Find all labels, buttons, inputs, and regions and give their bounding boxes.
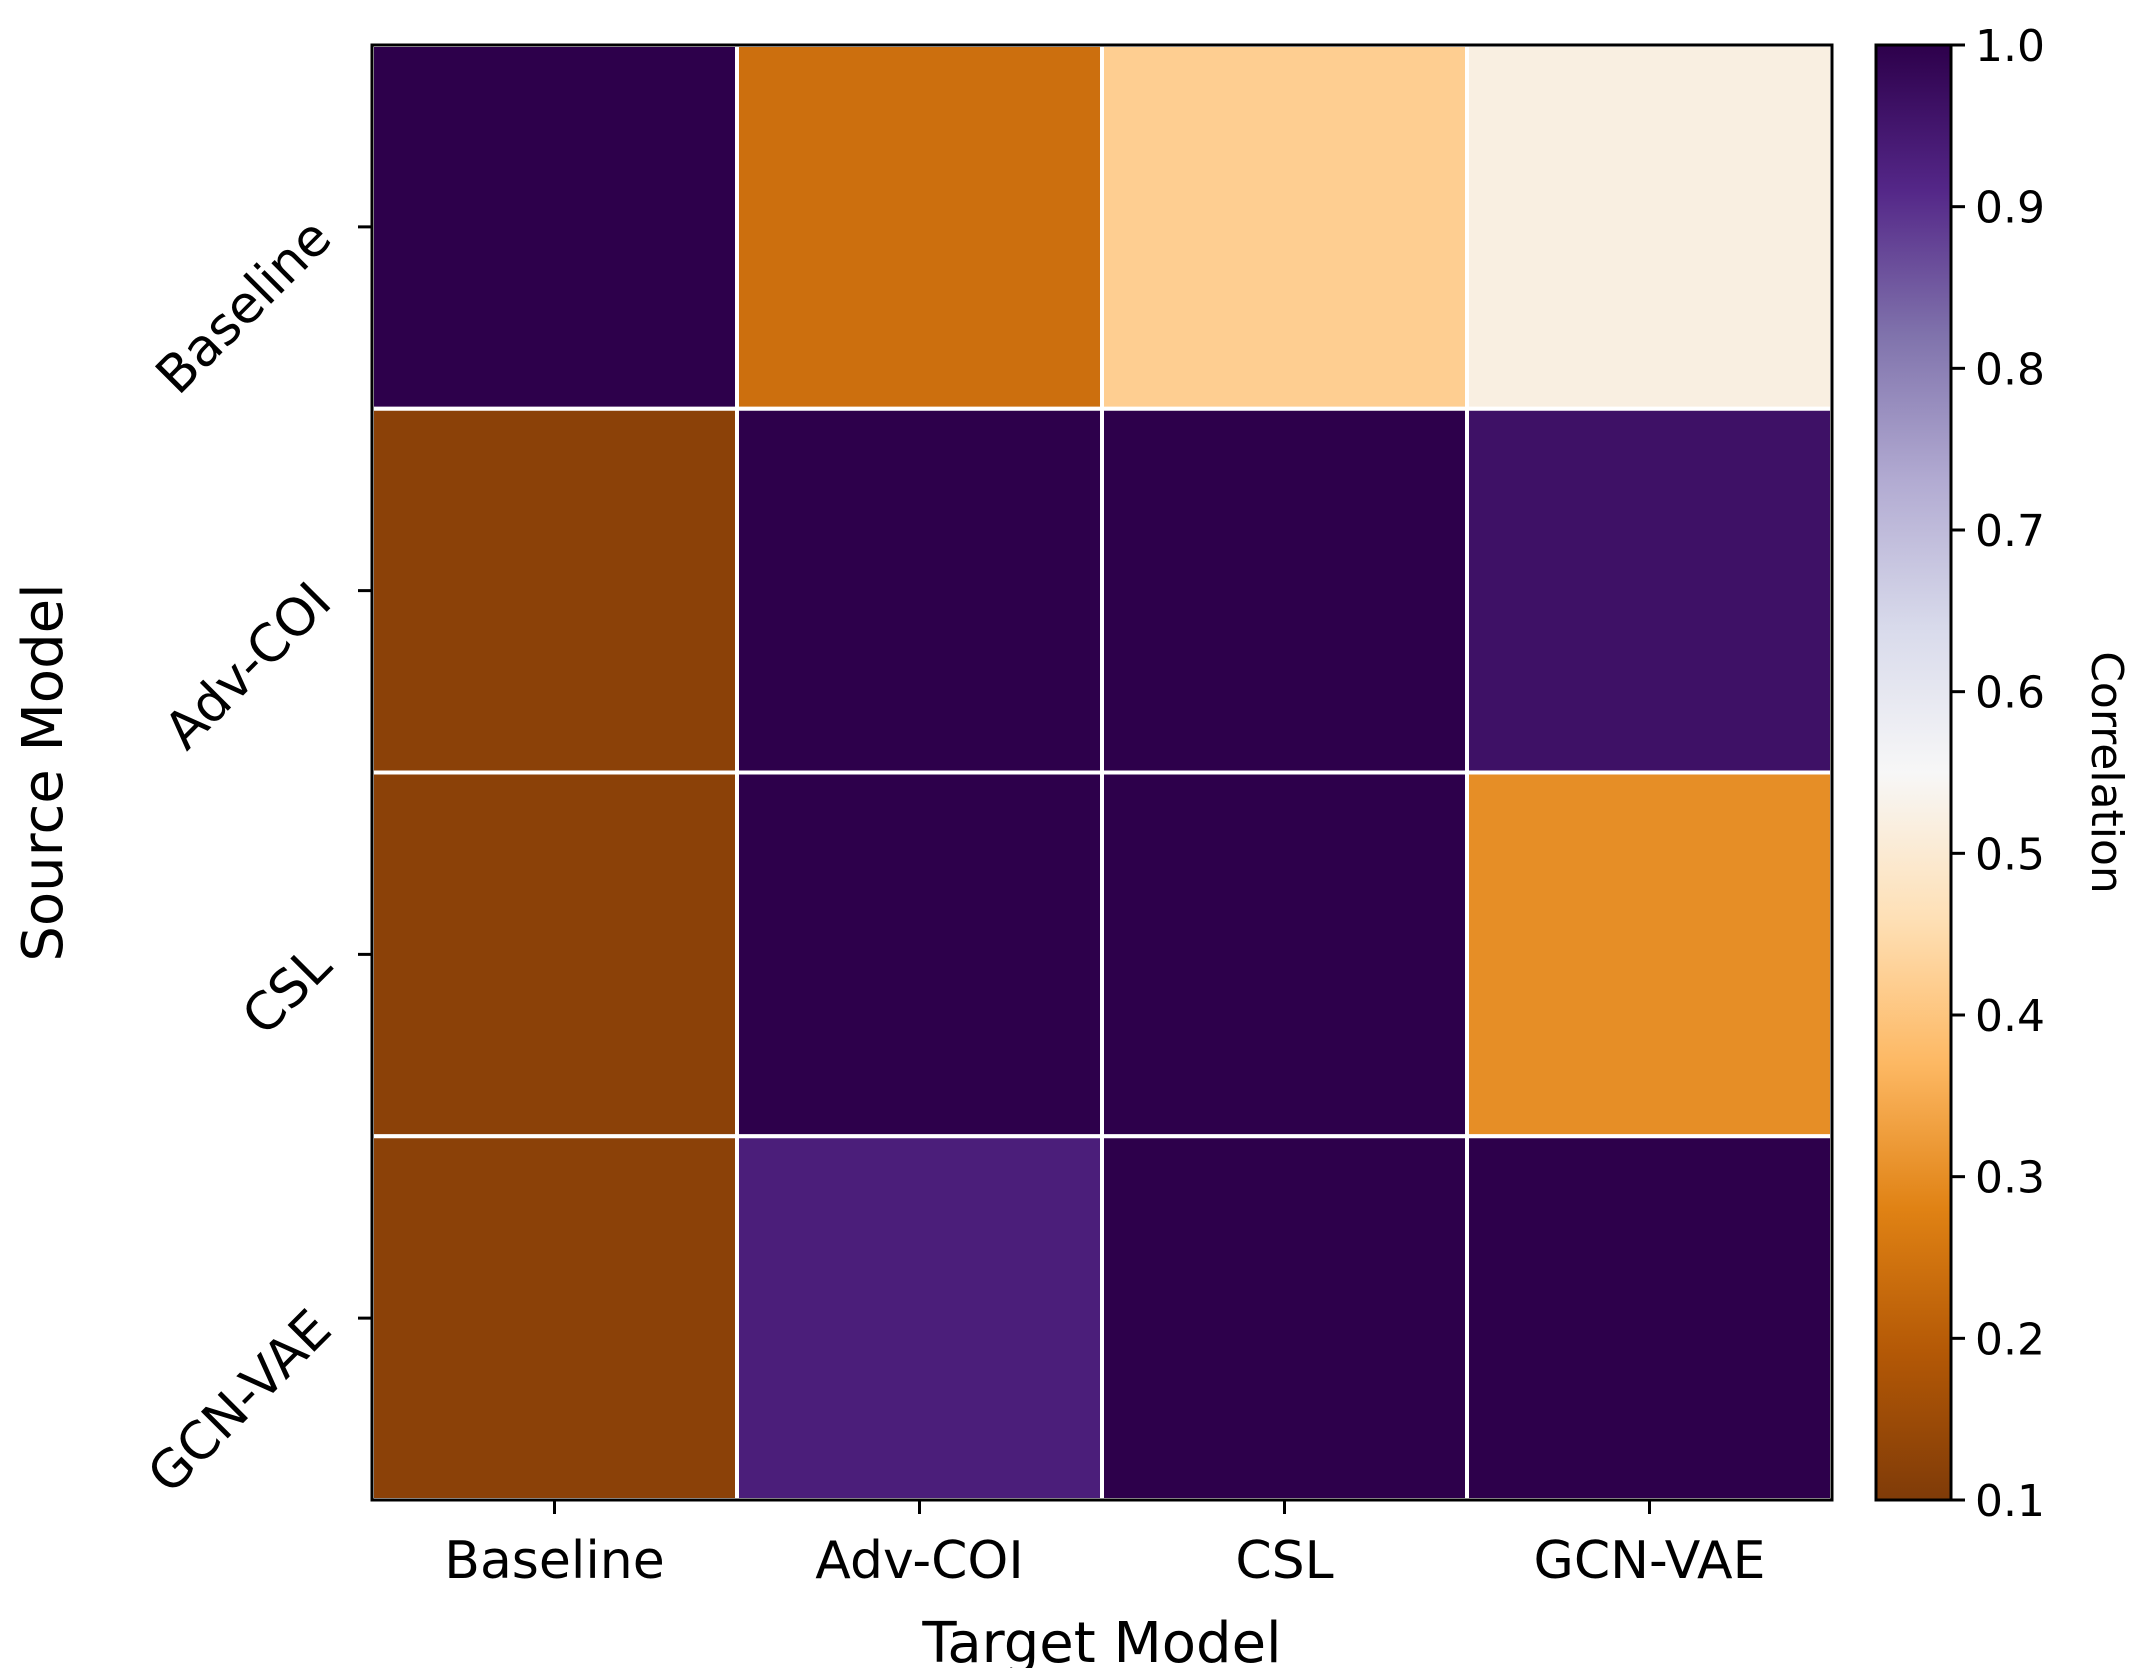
- heatmap-cell: [370, 406, 739, 775]
- heatmap-cell: [370, 770, 739, 1139]
- colorbar-tick-label: 0.2: [1975, 1314, 2045, 1365]
- colorbar-gradient: [1874, 43, 1953, 1502]
- x-axis: Baseline Adv-COI CSL GCN-VAE: [444, 1500, 1765, 1591]
- heatmap-cell: [735, 1134, 1104, 1502]
- colorbar-tick-label: 1.0: [1975, 21, 2045, 72]
- plot-frame: [370, 43, 1834, 1502]
- x-tick-label: GCN-VAE: [1534, 1531, 1766, 1591]
- colorbar-tick-label: 0.9: [1975, 183, 2045, 234]
- heatmap-cell: [1100, 43, 1469, 411]
- colorbar-tick-label: 0.6: [1975, 668, 2045, 719]
- heatmap-cell: [1100, 770, 1469, 1139]
- colorbar-label: Correlation: [2081, 651, 2132, 894]
- heatmap-cells: [370, 43, 1834, 1502]
- y-tick-label: Baseline: [145, 208, 343, 406]
- colorbar-tick-label: 0.3: [1975, 1153, 2045, 1204]
- y-tick-label: CSL: [231, 935, 343, 1047]
- y-axis-label: Source Model: [11, 583, 76, 961]
- colorbar-tick-label: 0.7: [1975, 506, 2045, 557]
- colorbar-ticks: 0.1 0.2 0.3 0.4 0.5 0.6 0.7 0.8 0.9 1.0: [1951, 21, 2045, 1527]
- colorbar: 0.1 0.2 0.3 0.4 0.5 0.6 0.7 0.8 0.9 1.0 Correlati…: [1874, 21, 2132, 1527]
- heatmap-cell: [1100, 1134, 1469, 1502]
- colorbar-tick-label: 0.1: [1975, 1476, 2045, 1527]
- x-tick-label: Adv-COI: [815, 1531, 1023, 1591]
- heatmap-cell: [1465, 406, 1834, 775]
- y-tick-label: Adv-COI: [153, 571, 343, 761]
- heatmap-cell: [370, 1134, 739, 1502]
- heatmap-cell: [735, 406, 1104, 775]
- x-tick-label: CSL: [1235, 1531, 1333, 1591]
- heatmap-cell: [735, 770, 1104, 1139]
- colorbar-tick-label: 0.8: [1975, 344, 2045, 395]
- heatmap-cell: [370, 43, 739, 411]
- heatmap-cell: [1465, 43, 1834, 411]
- y-tick-label: GCN-VAE: [137, 1299, 343, 1505]
- y-axis: Baseline Adv-COI CSL GCN-VAE: [137, 208, 372, 1505]
- x-tick-label: Baseline: [444, 1531, 664, 1591]
- heatmap-cell: [1465, 770, 1834, 1139]
- heatmap-cell: [1465, 1134, 1834, 1502]
- colorbar-tick-label: 0.5: [1975, 829, 2045, 880]
- x-axis-label: Target Model: [921, 1611, 1281, 1668]
- heatmap-cell: [735, 43, 1104, 411]
- colorbar-tick-label: 0.4: [1975, 991, 2045, 1042]
- heatmap-cell: [1100, 406, 1469, 775]
